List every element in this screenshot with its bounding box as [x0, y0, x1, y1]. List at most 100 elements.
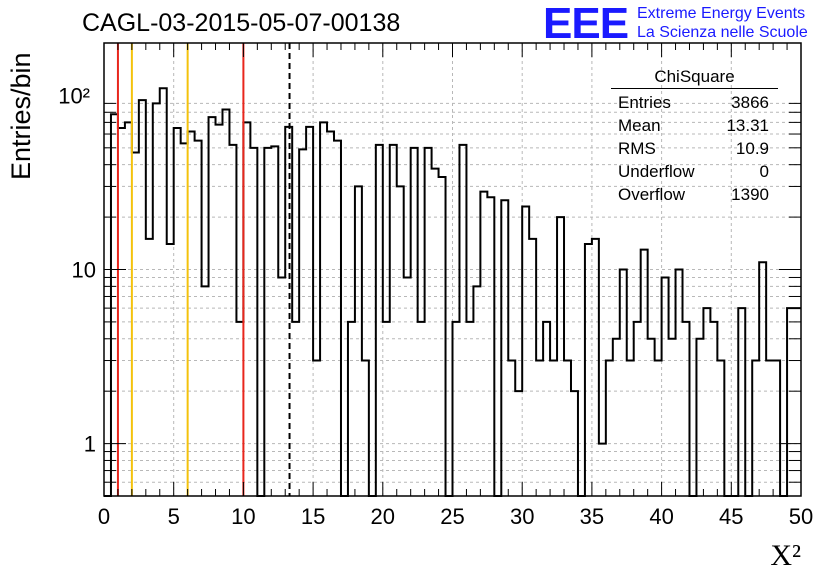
- histogram-bar: [508, 361, 515, 496]
- histogram-bar: [320, 122, 327, 496]
- y-axis: 1 10 10²: [58, 83, 801, 497]
- histogram-bar: [236, 322, 243, 496]
- stats-row: Overflow 1390: [611, 183, 778, 206]
- histogram-bar: [696, 339, 703, 496]
- x-tick-label: 30: [510, 504, 534, 529]
- x-axis-label: X²: [770, 539, 801, 572]
- histogram-bar: [557, 217, 564, 496]
- x-tick-label: 35: [580, 504, 604, 529]
- histogram-bar: [195, 141, 202, 496]
- histogram-bar: [662, 277, 669, 496]
- histogram-bar: [313, 361, 320, 496]
- histogram-bar: [404, 277, 411, 496]
- x-tick-label: 5: [168, 504, 180, 529]
- stats-value: 0: [759, 162, 769, 181]
- x-tick-label: 45: [719, 504, 743, 529]
- stats-value: 3866: [731, 93, 769, 112]
- histogram-bar: [418, 322, 425, 496]
- x-tick-label: 15: [301, 504, 325, 529]
- histogram-bar: [209, 117, 216, 496]
- histogram-bar: [153, 103, 160, 496]
- histogram-bar: [383, 322, 390, 496]
- histogram-bar: [160, 88, 167, 496]
- histogram-bar: [703, 308, 710, 496]
- x-tick-label: 20: [371, 504, 395, 529]
- stats-row: Mean 13.31: [611, 114, 778, 137]
- stats-value: 1390: [731, 185, 769, 204]
- histogram-bar: [752, 361, 759, 496]
- histogram-bar: [334, 141, 341, 496]
- histogram-bar: [278, 277, 285, 496]
- x-tick-label: 50: [789, 504, 813, 529]
- y-tick-label: 10: [72, 258, 96, 283]
- stats-value: 13.31: [726, 116, 769, 135]
- logo-caption: Extreme Energy Events La Scienza nelle S…: [637, 4, 808, 42]
- histogram-bar: [522, 207, 529, 496]
- histogram-bar: [627, 361, 634, 496]
- x-tick-label: 25: [440, 504, 464, 529]
- histogram-bar: [132, 152, 139, 496]
- stats-title: ChiSquare: [611, 67, 778, 89]
- stats-value: 10.9: [735, 139, 769, 158]
- histogram-bar: [292, 322, 299, 496]
- y-tick-label: 10²: [58, 83, 90, 108]
- logo-line-1: Extreme Energy Events: [637, 5, 806, 22]
- histogram-bar: [453, 322, 460, 496]
- histogram-bar: [738, 308, 745, 496]
- histogram-bar: [585, 244, 592, 496]
- x-tick-label: 0: [98, 504, 110, 529]
- histogram-bar: [564, 361, 571, 496]
- y-tick-label: 1: [84, 432, 96, 457]
- histogram-bar: [606, 361, 613, 496]
- histogram-bar: [285, 127, 292, 496]
- stats-label: Underflow: [618, 162, 695, 181]
- histogram-bar: [397, 186, 404, 496]
- histogram-bar: [243, 122, 250, 496]
- histogram-bar: [536, 361, 543, 496]
- x-tick-label: 40: [649, 504, 673, 529]
- histogram-bar: [648, 339, 655, 496]
- logo-line-2: La Scienza nelle Scuole: [637, 24, 808, 41]
- stats-label: Overflow: [618, 185, 686, 204]
- histogram-bar: [710, 322, 717, 496]
- histogram-bar: [787, 308, 794, 496]
- histogram-bar: [125, 122, 132, 496]
- histogram-bar: [613, 339, 620, 496]
- histogram-bar: [118, 128, 125, 496]
- stats-label: Mean: [618, 116, 661, 135]
- histogram-bar: [717, 361, 724, 496]
- histogram-bar: [669, 339, 676, 496]
- stats-row: Underflow 0: [611, 160, 778, 183]
- histogram-bar: [174, 128, 181, 496]
- histogram-bar: [167, 244, 174, 496]
- histogram-bar: [676, 270, 683, 497]
- histogram-bar: [348, 322, 355, 496]
- eee-logo: EEE: [543, 0, 629, 48]
- histogram-bar: [139, 100, 146, 496]
- x-axis: 0 5 10 15 20 25 30 35 40 45 50: [98, 43, 813, 529]
- histogram-bar: [773, 361, 780, 496]
- stats-label: RMS: [618, 139, 656, 158]
- histogram-bar: [362, 361, 369, 496]
- histogram-bar: [655, 361, 662, 496]
- histogram-bar: [480, 192, 487, 496]
- histogram-bar: [439, 177, 446, 496]
- histogram-bar: [466, 322, 473, 496]
- histogram-bar: [550, 361, 557, 496]
- histogram-bar: [222, 109, 229, 496]
- run-title: CAGL-03-2015-05-07-00138: [82, 9, 401, 37]
- histogram-bar: [634, 322, 641, 496]
- histogram-bar: [766, 361, 773, 496]
- histogram-bar: [620, 270, 627, 497]
- stats-box: ChiSquare Entries 3866 Mean 13.31 RMS 10.9 …: [611, 67, 778, 206]
- stats-label: Entries: [618, 93, 671, 112]
- histogram-bar: [794, 308, 801, 496]
- histogram-bar: [216, 125, 223, 496]
- x-tick-label: 10: [231, 504, 255, 529]
- histogram-bar: [432, 169, 439, 496]
- histogram-bar: [111, 114, 118, 496]
- histogram-bar: [683, 322, 690, 496]
- y-axis-label: Entries/bin: [6, 52, 36, 180]
- stats-row: Entries 3866: [611, 91, 778, 114]
